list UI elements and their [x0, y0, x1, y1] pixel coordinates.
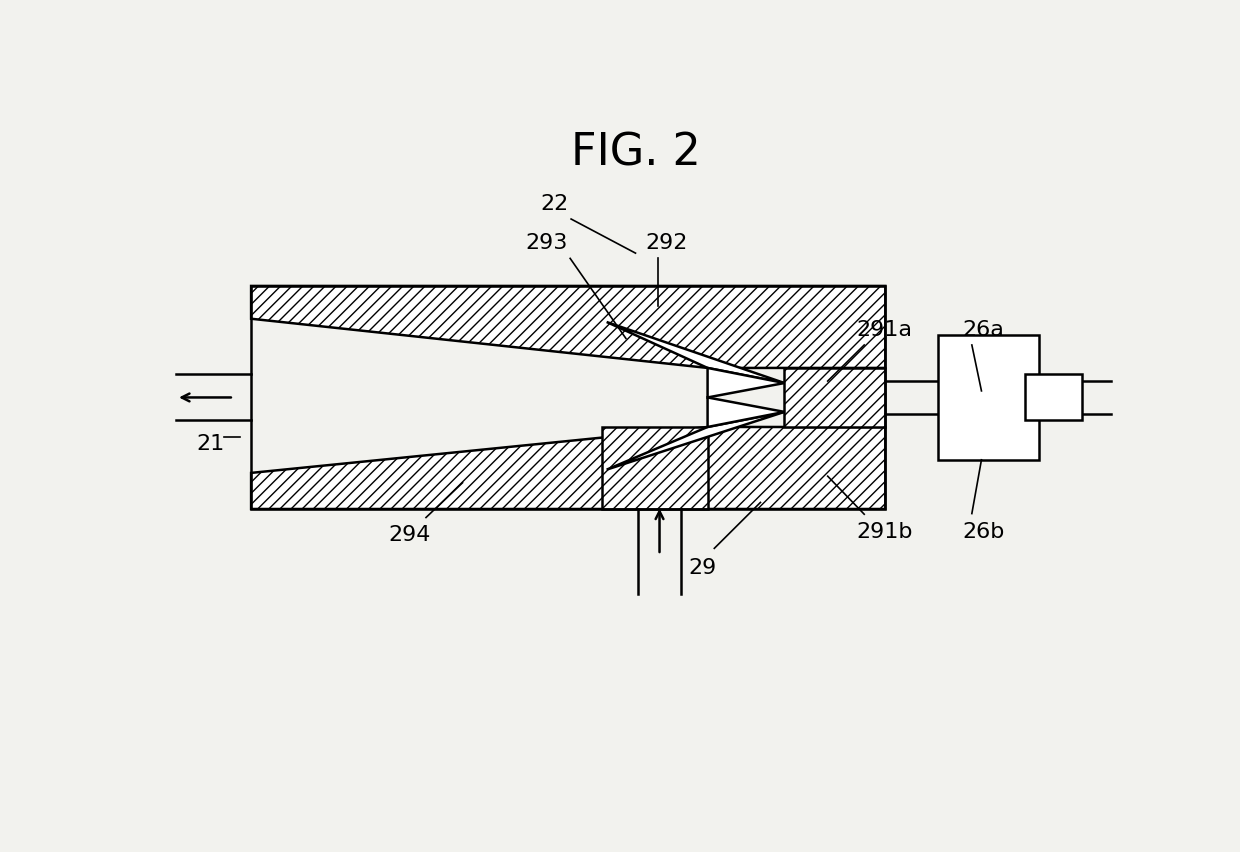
Text: 26a: 26a	[962, 320, 1004, 340]
Bar	[785, 368, 885, 427]
Text: 292: 292	[645, 233, 687, 253]
Polygon shape	[250, 286, 885, 368]
Text: 293: 293	[526, 233, 568, 253]
Polygon shape	[606, 322, 785, 383]
Bar	[250, 286, 885, 509]
Text: 294: 294	[388, 526, 430, 545]
Text: 22: 22	[539, 193, 568, 214]
Text: 291b: 291b	[857, 522, 913, 542]
Text: FIG. 2: FIG. 2	[570, 132, 701, 175]
Polygon shape	[708, 368, 785, 397]
Text: 21: 21	[197, 434, 224, 453]
Text: 29: 29	[688, 558, 717, 579]
Bar	[601, 427, 708, 509]
Text: 291a: 291a	[857, 320, 913, 340]
Text: 26b: 26b	[962, 522, 1004, 542]
Polygon shape	[606, 412, 785, 469]
Polygon shape	[708, 397, 785, 427]
Bar	[1024, 375, 1083, 420]
Polygon shape	[250, 427, 885, 509]
Bar	[939, 335, 1039, 460]
